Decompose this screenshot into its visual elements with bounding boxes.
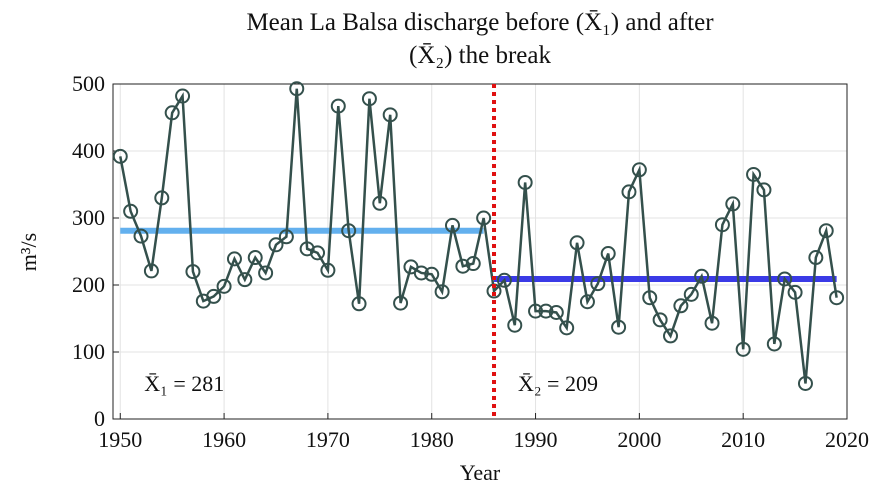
point-marker xyxy=(642,290,658,306)
point-marker xyxy=(714,217,730,233)
x-tick-label: 1970 xyxy=(306,427,350,452)
point-marker xyxy=(694,268,710,284)
y-tick-label: 500 xyxy=(72,71,105,96)
point-marker xyxy=(704,315,720,331)
point-marker xyxy=(528,303,544,319)
point-marker xyxy=(413,265,429,281)
point-marker xyxy=(652,312,668,328)
point-marker xyxy=(424,266,440,282)
point-marker xyxy=(808,250,824,266)
point-marker xyxy=(268,237,284,253)
point-marker xyxy=(631,162,647,178)
point-marker xyxy=(112,148,128,164)
point-marker xyxy=(797,375,813,391)
point-marker xyxy=(548,304,564,320)
point-marker xyxy=(175,88,191,104)
y-tick-label: 300 xyxy=(72,205,105,230)
point-marker xyxy=(538,303,554,319)
point-marker xyxy=(289,81,305,97)
point-marker xyxy=(310,245,326,261)
x-tick-label: 1960 xyxy=(202,427,246,452)
point-marker xyxy=(444,217,460,233)
point-marker xyxy=(320,262,336,278)
point-marker xyxy=(818,223,834,239)
y-tick-label: 200 xyxy=(72,272,105,297)
point-marker xyxy=(621,184,637,200)
point-marker xyxy=(725,196,741,212)
x-tick-label: 2020 xyxy=(825,427,869,452)
point-marker xyxy=(206,288,222,304)
point-marker xyxy=(496,272,512,288)
y-tick-label: 100 xyxy=(72,339,105,364)
y-tick-label: 400 xyxy=(72,138,105,163)
point-marker xyxy=(569,235,585,251)
x-tick-label: 1950 xyxy=(98,427,142,452)
point-marker xyxy=(559,320,575,336)
point-marker xyxy=(351,296,367,312)
chart-title: Mean La Balsa discharge before (X̄₁) and… xyxy=(246,9,714,69)
plot-frame xyxy=(112,83,848,420)
point-marker xyxy=(455,258,471,274)
mean-annotation: X̄₂ = 209 xyxy=(518,371,598,396)
point-marker xyxy=(258,265,274,281)
point-marker xyxy=(746,166,762,182)
point-marker xyxy=(579,294,595,310)
point-marker xyxy=(756,182,772,198)
x-tick-label: 2010 xyxy=(721,427,765,452)
point-marker xyxy=(735,341,751,357)
point-marker xyxy=(123,203,139,219)
point-marker xyxy=(465,256,481,272)
mean-annotation: X̄₁ = 281 xyxy=(144,371,224,396)
point-marker xyxy=(216,278,232,294)
y-axis-label: m³/s xyxy=(16,233,41,271)
series-line xyxy=(119,88,838,384)
x-tick-label: 2000 xyxy=(617,427,661,452)
point-marker xyxy=(382,107,398,123)
x-axis-label: Year xyxy=(460,460,501,485)
point-marker xyxy=(361,91,377,107)
point-marker xyxy=(247,250,263,266)
point-marker xyxy=(330,98,346,114)
point-marker xyxy=(143,263,159,279)
point-marker xyxy=(683,286,699,302)
point-marker xyxy=(341,223,357,239)
point-marker xyxy=(766,336,782,352)
point-marker xyxy=(226,251,242,267)
point-marker xyxy=(663,328,679,344)
y-tick-label: 0 xyxy=(94,406,105,431)
x-tick-label: 1980 xyxy=(410,427,454,452)
point-marker xyxy=(507,317,523,333)
point-marker xyxy=(777,271,793,287)
point-marker xyxy=(787,284,803,300)
point-marker xyxy=(829,290,845,306)
point-marker xyxy=(600,246,616,262)
point-marker xyxy=(393,295,409,311)
point-marker xyxy=(133,228,149,244)
point-marker xyxy=(476,210,492,226)
point-marker xyxy=(434,284,450,300)
point-marker xyxy=(278,229,294,245)
point-marker xyxy=(611,319,627,335)
x-tick-label: 1990 xyxy=(514,427,558,452)
point-marker xyxy=(185,264,201,280)
point-marker xyxy=(673,298,689,314)
point-marker xyxy=(154,190,170,206)
point-marker xyxy=(372,195,388,211)
point-marker xyxy=(164,105,180,121)
point-marker xyxy=(517,174,533,190)
point-marker xyxy=(237,272,253,288)
point-marker xyxy=(590,276,606,292)
